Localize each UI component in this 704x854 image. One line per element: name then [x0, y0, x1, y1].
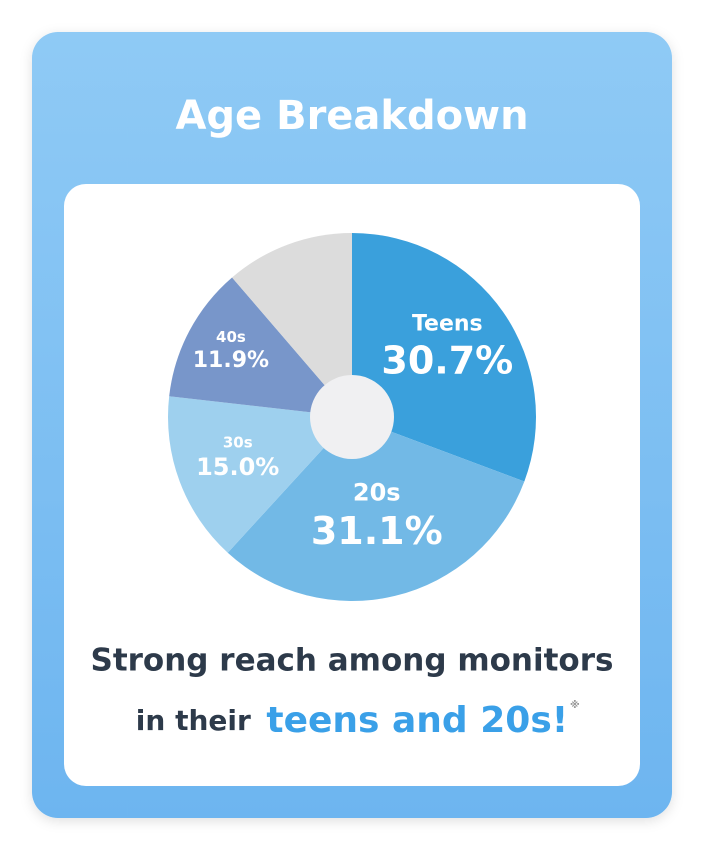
pie	[168, 233, 537, 601]
caption-highlight: teens and 20s!	[266, 700, 568, 741]
caption-line: Strong reach among monitors	[91, 643, 614, 679]
slice-value: 15.0%	[196, 453, 279, 481]
donut-hole	[310, 375, 394, 459]
slice-category: Teens	[412, 311, 483, 336]
note-mark: ※	[570, 699, 580, 711]
pie-slice	[168, 396, 352, 553]
slice-value: 30.7%	[381, 338, 513, 382]
pie-slice	[227, 417, 525, 601]
slice-value: 31.1%	[311, 509, 443, 553]
slice-category: 30s	[223, 433, 253, 451]
pie-slice	[232, 233, 352, 417]
slice-category: 20s	[353, 478, 401, 506]
caption-text: in their	[136, 704, 251, 737]
chart-title: Age Breakdown	[175, 93, 528, 139]
slice-category: 40s	[216, 328, 246, 346]
slice-value: 11.9%	[193, 348, 269, 373]
caption-line: in their teens and 20s!	[136, 700, 568, 741]
pie-slice	[169, 277, 352, 417]
pie-slice	[352, 233, 537, 482]
